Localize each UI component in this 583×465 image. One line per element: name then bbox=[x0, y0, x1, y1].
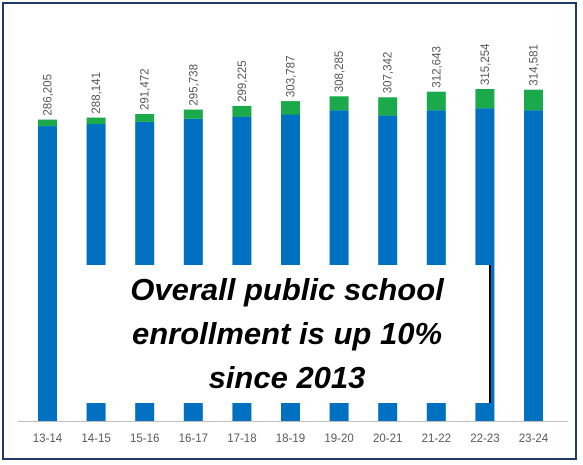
x-tick-label: 15-16 bbox=[130, 433, 159, 445]
bar-segment-base-23-24 bbox=[524, 110, 543, 422]
bar-segment-top-14-15 bbox=[86, 117, 106, 125]
bar-segment-top-21-22 bbox=[426, 91, 446, 111]
total-data-label: 308,285 bbox=[334, 51, 346, 93]
x-tick-label: 13-14 bbox=[33, 433, 63, 445]
total-data-labels: 286,205 288,141 291,472 295,738 299,225 303,7… bbox=[43, 43, 541, 116]
bar-segment-top-22-23 bbox=[475, 89, 495, 109]
x-tick-label: 20-21 bbox=[373, 433, 402, 445]
total-data-label: 303,787 bbox=[286, 56, 298, 98]
x-tick-label: 17-18 bbox=[227, 433, 256, 445]
total-data-label: 291,472 bbox=[140, 68, 152, 110]
callout-box: Overall public school enrollment is up 1… bbox=[85, 265, 491, 403]
total-data-label: 307,342 bbox=[383, 52, 395, 94]
x-tick-label: 18-19 bbox=[276, 433, 305, 445]
total-data-label: 315,254 bbox=[480, 43, 492, 85]
x-tick-label: 21-22 bbox=[422, 433, 451, 445]
bar-segment-top-23-24 bbox=[524, 89, 543, 111]
bar-segment-top-13-14 bbox=[38, 119, 57, 127]
bar-segment-top-15-16 bbox=[135, 114, 155, 122]
x-tick-label: 22-23 bbox=[470, 433, 499, 445]
total-data-label: 299,225 bbox=[237, 60, 249, 102]
x-tick-label: 14-15 bbox=[81, 433, 110, 445]
total-data-label: 295,738 bbox=[188, 64, 200, 106]
total-data-label: 314,581 bbox=[529, 44, 541, 86]
total-data-label: 288,141 bbox=[91, 72, 103, 114]
bar-segment-top-18-19 bbox=[281, 101, 300, 115]
bar-segment-base-13-14 bbox=[38, 126, 57, 421]
x-tick-labels: 13-14 14-15 15-16 16-17 17-18 18-19 19-20 20-21… bbox=[33, 433, 549, 445]
callout-text: Overall public school enrollment is up 1… bbox=[130, 272, 444, 395]
bar-segment-top-19-20 bbox=[329, 96, 349, 111]
x-tick-label: 19-20 bbox=[324, 433, 353, 445]
total-data-label: 312,643 bbox=[431, 46, 443, 88]
total-data-label: 286,205 bbox=[43, 74, 55, 116]
bar-segment-top-17-18 bbox=[232, 105, 252, 117]
bar-segment-top-20-21 bbox=[378, 97, 398, 116]
x-tick-label: 16-17 bbox=[179, 433, 208, 445]
bar-segment-top-16-17 bbox=[183, 109, 203, 119]
x-tick-label: 23-24 bbox=[519, 433, 549, 445]
